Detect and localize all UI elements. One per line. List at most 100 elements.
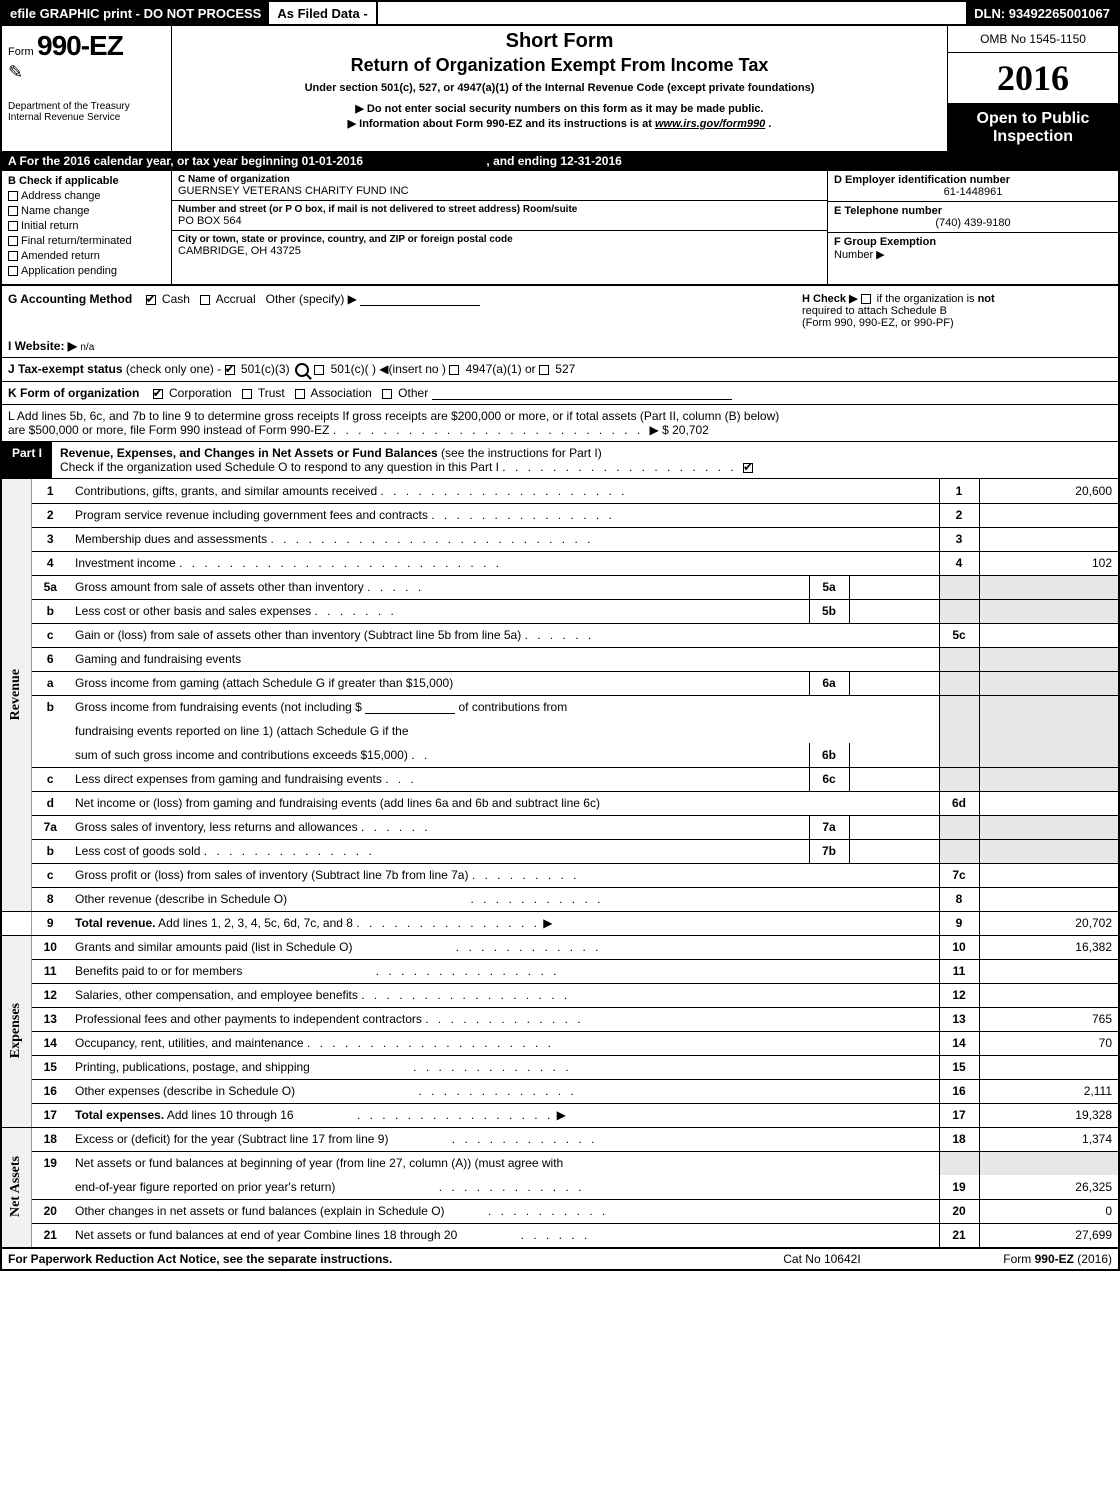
- chk-h[interactable]: [861, 294, 871, 304]
- g-label: G Accounting Method: [8, 292, 132, 306]
- part-i-subtitle: (see the instructions for Part I): [441, 446, 602, 460]
- l-text1: L Add lines 5b, 6c, and 7b to line 9 to …: [8, 409, 1112, 423]
- line-5b: b Less cost or other basis and sales exp…: [1, 599, 1119, 623]
- line-9: 9 Total revenue. Add lines 1, 2, 3, 4, 5…: [1, 911, 1119, 935]
- chk-527[interactable]: [539, 365, 549, 375]
- d-label: D Employer identification number: [834, 174, 1112, 186]
- form-name: 990-EZ: [37, 30, 123, 61]
- c-addr-label: Number and street (or P O box, if mail i…: [178, 204, 821, 215]
- line-5a: 5a Gross amount from sale of assets othe…: [1, 575, 1119, 599]
- c-name-val: GUERNSEY VETERANS CHARITY FUND INC: [178, 185, 821, 197]
- h-label: H Check ▶: [802, 293, 858, 305]
- notice-2-pre: ▶ Information about Form 990-EZ and its …: [348, 118, 655, 130]
- omb-number: OMB No 1545-1150: [948, 26, 1118, 53]
- line-1: Revenue 1 Contributions, gifts, grants, …: [1, 479, 1119, 503]
- chk-part-i-scho[interactable]: [743, 463, 753, 473]
- line-21: 21 Net assets or fund balances at end of…: [1, 1223, 1119, 1247]
- chk-application-pending[interactable]: Application pending: [8, 265, 165, 277]
- j-label: J Tax-exempt status: [8, 362, 123, 376]
- row-a-end: 12-31-2016: [560, 154, 621, 168]
- line-7b: b Less cost of goods sold . . . . . . . …: [1, 839, 1119, 863]
- dept-treasury: Department of the Treasury: [8, 101, 165, 112]
- open-public-1: Open to Public: [952, 110, 1114, 128]
- row-k: K Form of organization Corporation Trust…: [0, 382, 1120, 405]
- line-6a: a Gross income from gaming (attach Sched…: [1, 671, 1119, 695]
- l-amount: ▶ $ 20,702: [650, 423, 709, 437]
- 6b-amount-field[interactable]: [365, 700, 455, 714]
- j-text: (check only one) -: [126, 362, 221, 376]
- line-8: 8 Other revenue (describe in Schedule O)…: [1, 887, 1119, 911]
- row-a-begin: 01-01-2016: [302, 154, 363, 168]
- i-label: I Website: ▶: [8, 339, 77, 353]
- form-header: Form 990-EZ ✎ Department of the Treasury…: [0, 26, 1120, 151]
- box-b-title: B Check if applicable: [8, 175, 165, 187]
- box-b: B Check if applicable Address change Nam…: [2, 171, 172, 284]
- dept-irs: Internal Revenue Service: [8, 112, 165, 123]
- other-specify-field[interactable]: [360, 292, 480, 306]
- chk-accrual[interactable]: [200, 295, 210, 305]
- line-14: 14 Occupancy, rent, utilities, and maint…: [1, 1031, 1119, 1055]
- chk-trust[interactable]: [242, 389, 252, 399]
- row-h: H Check ▶ if the organization is not req…: [802, 292, 1112, 329]
- dln-label: DLN: 93492265001067: [966, 2, 1118, 24]
- notice-2: ▶ Information about Form 990-EZ and its …: [180, 117, 939, 130]
- efile-graphic-label: efile GRAPHIC print - DO NOT PROCESS: [2, 2, 269, 24]
- chk-corporation[interactable]: [153, 389, 163, 399]
- open-public-2: Inspection: [952, 128, 1114, 146]
- tax-year: 2016: [948, 53, 1118, 104]
- chk-4947[interactable]: [449, 365, 459, 375]
- line-6b-1: b Gross income from fundraising events (…: [1, 695, 1119, 719]
- box-def: D Employer identification number 61-1448…: [828, 171, 1118, 284]
- line-6b-2: fundraising events reported on line 1) (…: [1, 719, 1119, 743]
- c-addr-val: PO BOX 564: [178, 215, 821, 227]
- chk-address-change[interactable]: Address change: [8, 190, 165, 202]
- section-netassets: Net Assets: [1, 1127, 31, 1247]
- line-6b-3: sum of such gross income and contributio…: [1, 743, 1119, 767]
- row-j: J Tax-exempt status (check only one) - 5…: [0, 358, 1120, 382]
- under-section-text: Under section 501(c), 527, or 4947(a)(1)…: [180, 82, 939, 94]
- line-2: 2 Program service revenue including gove…: [1, 503, 1119, 527]
- chk-501c3[interactable]: [225, 365, 235, 375]
- notice-2-post: .: [768, 118, 771, 130]
- chk-other-org[interactable]: [382, 389, 392, 399]
- line-18: Net Assets 18 Excess or (deficit) for th…: [1, 1127, 1119, 1151]
- chk-cash[interactable]: [146, 295, 156, 305]
- notice-2-link[interactable]: www.irs.gov/form990: [655, 118, 765, 130]
- f-label: F Group Exemption: [834, 236, 936, 248]
- row-g-h: G Accounting Method Cash Accrual Other (…: [0, 286, 1120, 335]
- line-15: 15 Printing, publications, postage, and …: [1, 1055, 1119, 1079]
- chk-501c[interactable]: [314, 365, 324, 375]
- part-i-tab: Part I: [2, 442, 52, 478]
- open-to-public: Open to Public Inspection: [948, 104, 1118, 151]
- part-i-header: Part I Revenue, Expenses, and Changes in…: [0, 442, 1120, 479]
- line-11: 11 Benefits paid to or for members . . .…: [1, 959, 1119, 983]
- line-13: 13 Professional fees and other payments …: [1, 1007, 1119, 1031]
- i-val: n/a: [80, 342, 94, 353]
- row-a-pre: A For the 2016 calendar year, or tax yea…: [8, 154, 302, 168]
- chk-association[interactable]: [295, 389, 305, 399]
- page-footer: For Paperwork Reduction Act Notice, see …: [0, 1248, 1120, 1271]
- l-text2: are $500,000 or more, file Form 990 inst…: [8, 423, 330, 437]
- chk-final-return[interactable]: Final return/terminated: [8, 235, 165, 247]
- header-right-block: OMB No 1545-1150 2016 Open to Public Ins…: [948, 26, 1118, 151]
- other-org-field[interactable]: [432, 386, 732, 400]
- short-form-label: Short Form: [180, 30, 939, 53]
- e-label: E Telephone number: [834, 205, 1112, 217]
- line-17: 17 Total expenses. Add lines 10 through …: [1, 1103, 1119, 1127]
- chk-name-change[interactable]: Name change: [8, 205, 165, 217]
- section-revenue: Revenue: [1, 479, 31, 911]
- chk-amended-return[interactable]: Amended return: [8, 250, 165, 262]
- row-i: I Website: ▶ n/a: [0, 335, 1120, 358]
- c-name-label: C Name of organization: [178, 174, 821, 185]
- line-19-1: 19 Net assets or fund balances at beginn…: [1, 1151, 1119, 1175]
- line-20: 20 Other changes in net assets or fund b…: [1, 1199, 1119, 1223]
- chk-initial-return[interactable]: Initial return: [8, 220, 165, 232]
- form-prefix: Form: [8, 46, 34, 58]
- part-i-title-block: Revenue, Expenses, and Changes in Net As…: [52, 442, 1118, 478]
- line-7a: 7a Gross sales of inventory, less return…: [1, 815, 1119, 839]
- return-title: Return of Organization Exempt From Incom…: [180, 55, 939, 76]
- magnifier-icon[interactable]: [295, 363, 309, 377]
- line-6: 6 Gaming and fundraising events: [1, 647, 1119, 671]
- line-12: 12 Salaries, other compensation, and emp…: [1, 983, 1119, 1007]
- line-19-2: end-of-year figure reported on prior yea…: [1, 1175, 1119, 1199]
